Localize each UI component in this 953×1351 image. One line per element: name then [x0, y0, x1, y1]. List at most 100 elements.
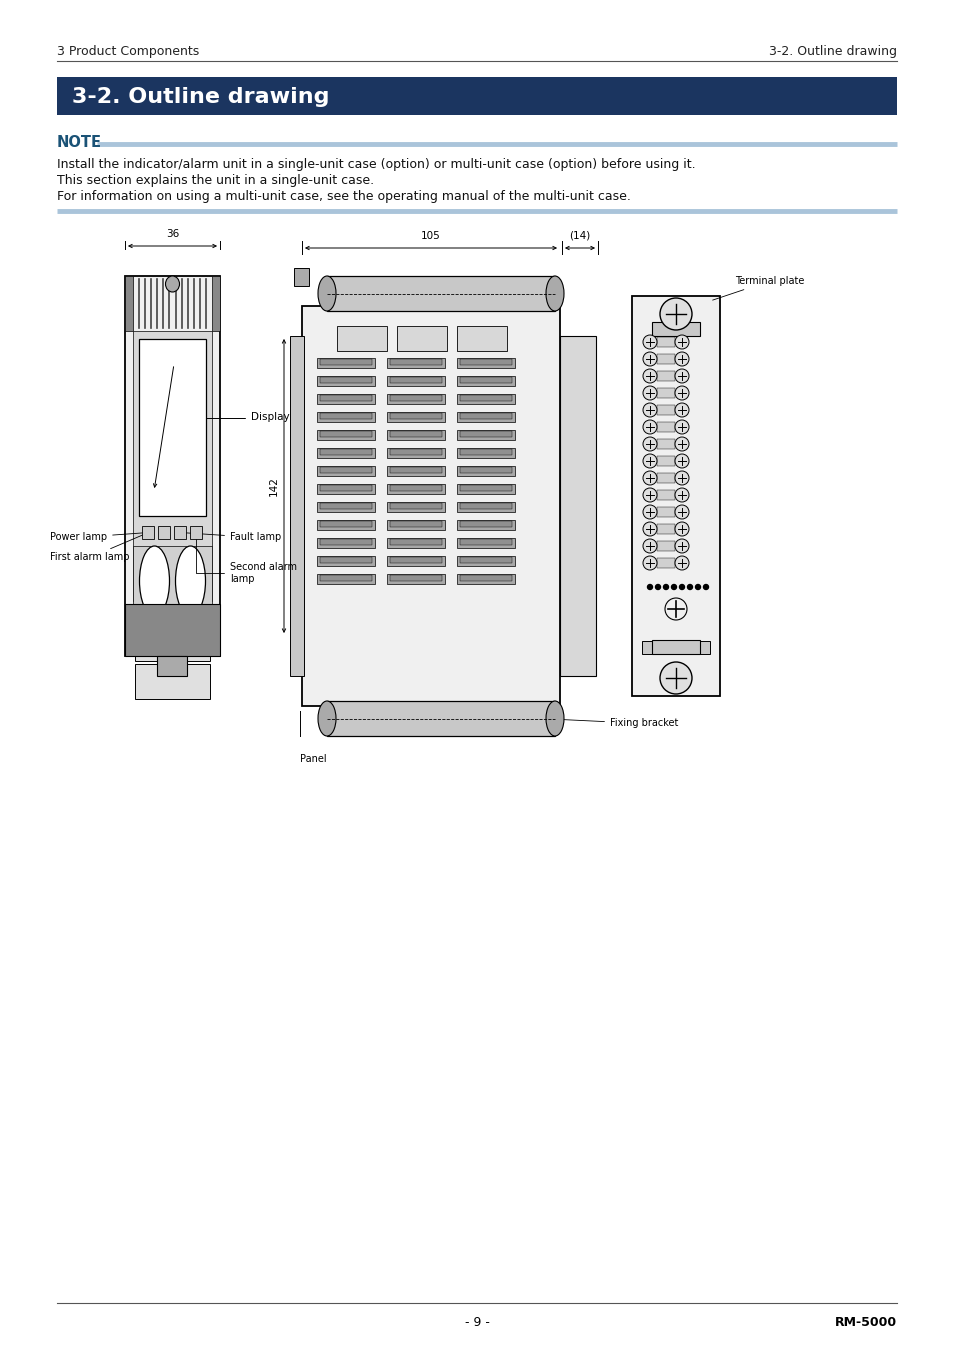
Bar [456, 557, 515, 566]
Bar [390, 503, 441, 509]
Bar [456, 503, 515, 512]
Bar [319, 377, 372, 382]
Bar [316, 520, 375, 530]
Ellipse shape [675, 436, 688, 451]
Bar [559, 336, 596, 676]
Bar [657, 336, 675, 347]
Ellipse shape [675, 454, 688, 467]
Bar [319, 485, 372, 490]
Bar [456, 449, 515, 458]
Bar [387, 449, 444, 458]
Text: For information on using a multi-unit case, see the operating manual of the mult: For information on using a multi-unit ca… [57, 190, 630, 203]
Bar [125, 276, 220, 657]
Bar [319, 467, 372, 473]
Text: First alarm lamp: First alarm lamp [50, 534, 146, 562]
Text: (14): (14) [569, 231, 590, 240]
Bar [396, 326, 447, 351]
Bar [456, 430, 515, 440]
Bar [319, 557, 372, 563]
Bar [390, 539, 441, 544]
Bar [459, 485, 512, 490]
Bar [657, 372, 675, 381]
Ellipse shape [642, 353, 657, 366]
Bar [456, 466, 515, 476]
Text: This section explains the unit in a single-unit case.: This section explains the unit in a sing… [57, 174, 374, 186]
Bar [316, 538, 375, 549]
Ellipse shape [659, 299, 691, 330]
Bar [158, 526, 171, 539]
Bar [57, 77, 896, 115]
Text: Terminal plate: Terminal plate [712, 276, 803, 300]
Bar [316, 376, 375, 386]
Ellipse shape [675, 488, 688, 503]
Bar [135, 616, 210, 661]
Ellipse shape [642, 369, 657, 382]
Bar [316, 574, 375, 584]
Bar [387, 557, 444, 566]
Bar [174, 526, 186, 539]
Bar [459, 359, 512, 365]
Ellipse shape [642, 403, 657, 417]
Ellipse shape [675, 369, 688, 382]
Text: Install the indicator/alarm unit in a single-unit case (option) or multi-unit ca: Install the indicator/alarm unit in a si… [57, 158, 695, 172]
Text: 36: 36 [166, 230, 179, 239]
Bar [387, 358, 444, 367]
Circle shape [671, 585, 676, 589]
Text: 3 Product Components: 3 Product Components [57, 45, 199, 58]
Bar [390, 467, 441, 473]
Bar [657, 507, 675, 517]
Bar [319, 413, 372, 419]
Bar [387, 520, 444, 530]
Bar [456, 484, 515, 494]
Text: - 9 -: - 9 - [464, 1316, 489, 1329]
Bar [657, 405, 675, 415]
Bar [657, 354, 675, 363]
Ellipse shape [175, 546, 205, 616]
Bar [459, 521, 512, 527]
Ellipse shape [545, 276, 563, 311]
Bar [316, 394, 375, 404]
Bar [390, 377, 441, 382]
Ellipse shape [165, 276, 179, 292]
Bar [631, 296, 720, 696]
Ellipse shape [675, 471, 688, 485]
Bar [459, 503, 512, 509]
Bar [387, 466, 444, 476]
Bar [302, 305, 559, 707]
Ellipse shape [675, 521, 688, 536]
Bar [387, 412, 444, 422]
Bar [641, 640, 709, 654]
Ellipse shape [642, 539, 657, 553]
Bar [657, 388, 675, 399]
Text: Display: Display [206, 412, 290, 424]
Bar [387, 538, 444, 549]
Bar [657, 558, 675, 567]
Bar [657, 490, 675, 500]
Bar [319, 449, 372, 455]
Ellipse shape [642, 454, 657, 467]
Bar [125, 276, 132, 331]
Text: Panel: Panel [299, 754, 326, 765]
Circle shape [679, 585, 684, 589]
Bar [456, 394, 515, 404]
Ellipse shape [642, 420, 657, 434]
Bar [316, 466, 375, 476]
Bar [387, 430, 444, 440]
Bar [459, 413, 512, 419]
Bar [316, 557, 375, 566]
Bar [316, 358, 375, 367]
Circle shape [655, 585, 659, 589]
Text: 105: 105 [420, 231, 440, 240]
Circle shape [702, 585, 708, 589]
Bar [459, 431, 512, 436]
Text: 142: 142 [269, 476, 278, 496]
Bar [316, 412, 375, 422]
Ellipse shape [642, 488, 657, 503]
Bar [390, 359, 441, 365]
Text: 3-2. Outline drawing: 3-2. Outline drawing [71, 86, 329, 107]
Ellipse shape [675, 505, 688, 519]
Bar [387, 503, 444, 512]
Ellipse shape [675, 420, 688, 434]
Ellipse shape [642, 386, 657, 400]
Bar [459, 557, 512, 563]
